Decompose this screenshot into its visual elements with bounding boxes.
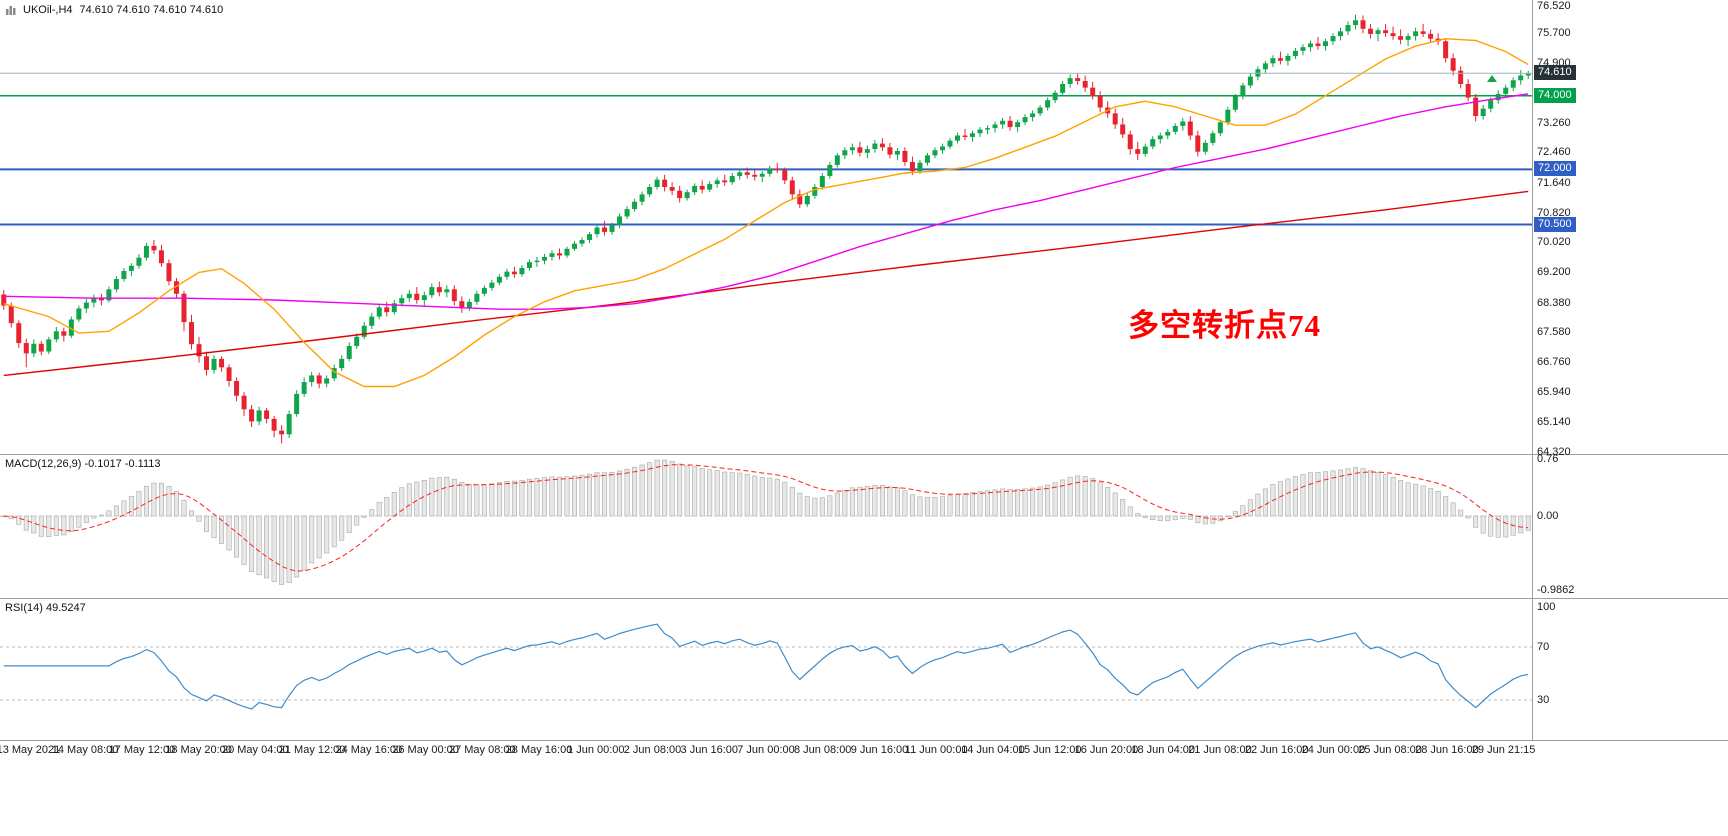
- macd-scale-label: 0.76: [1537, 453, 1559, 465]
- time-label: 18 May 20:00: [165, 744, 232, 756]
- time-label: 17 May 12:00: [108, 744, 176, 756]
- candles: [1, 14, 1531, 444]
- time-label: 25 Jun 08:00: [1358, 744, 1422, 756]
- scale-separator: [1532, 0, 1533, 741]
- time-label: 16 Jun 20:00: [1074, 744, 1139, 756]
- macd-scale-label: -0.9862: [1537, 583, 1575, 596]
- ma-red-line: [3, 190, 1529, 377]
- time-label: 2 Jun 08:00: [623, 744, 682, 756]
- price-scale-label: 66.760: [1537, 356, 1571, 369]
- time-label: 20 May 04:00: [221, 744, 289, 756]
- time-label: 18 Jun 04:00: [1131, 744, 1195, 756]
- macd-signal-line: [3, 464, 1529, 572]
- time-label: 14 May 08:00: [51, 744, 119, 756]
- panel-separator: [0, 740, 1728, 741]
- time-label: 22 Jun 16:00: [1244, 744, 1309, 756]
- price-scale[interactable]: 76.520 75.700 74.900 73.260 72.460 71.640 70.8…: [1533, 0, 1728, 760]
- rsi-scale-label: 70: [1537, 641, 1550, 653]
- time-label: 1 Jun 00:00: [567, 744, 625, 756]
- chart-icon: [6, 5, 16, 15]
- symbol-timeframe: UKOil-,H4: [23, 4, 73, 16]
- price-scale-label: 72.460: [1537, 146, 1571, 159]
- price-arrow-icon: [1487, 75, 1497, 82]
- macd-label: MACD(12,26,9) -0.1017 -0.1113: [5, 458, 161, 470]
- price-scale-label: 73.260: [1537, 116, 1571, 129]
- time-label: 28 Jun 16:00: [1415, 744, 1479, 756]
- bid-price-tag: 74.610: [1534, 65, 1576, 81]
- rsi-canvas[interactable]: [0, 599, 1532, 740]
- time-label: 14 Jun 04:00: [961, 744, 1025, 756]
- chart-annotation[interactable]: 多空转折点74: [1128, 308, 1321, 343]
- price-scale-label: 65.140: [1537, 415, 1571, 428]
- rsi-label: RSI(14) 49.5247: [5, 602, 86, 614]
- price-scale-label: 70.020: [1537, 236, 1571, 249]
- price-scale-label: 76.520: [1537, 0, 1571, 12]
- ma-magenta-line: [3, 93, 1529, 310]
- chart-header: UKOil-,H4 74.610 74.610 74.610 74.610: [6, 4, 223, 16]
- time-label: 28 May 16:00: [505, 744, 573, 756]
- time-label: 9 Jun 16:00: [850, 744, 909, 756]
- price-scale-label: 64.320: [1537, 446, 1571, 458]
- macd-scale-label: 0.00: [1537, 510, 1559, 522]
- time-label: 26 May 00:00: [392, 744, 459, 756]
- time-axis[interactable]: 13 May 2021 14 May 08:00 17 May 12:00 18 Ma…: [0, 740, 1535, 762]
- price-scale-label: 70.820: [1537, 206, 1571, 219]
- price-scale-label: 71.640: [1537, 176, 1571, 189]
- panel-separator: [0, 598, 1728, 599]
- time-label: 13 May 2021: [0, 744, 61, 756]
- time-label: 27 May 08:00: [448, 744, 516, 756]
- time-label: 29 Jun 21:15: [1471, 744, 1536, 756]
- price-tag-70.500: 70.500: [1534, 216, 1576, 232]
- price-scale-label: 65.940: [1537, 386, 1571, 399]
- rsi-scale-label: 100: [1537, 601, 1556, 614]
- horizontal-lines[interactable]: [0, 94, 1532, 226]
- rsi-scale-label: 30: [1537, 694, 1550, 706]
- time-label: 24 Jun 00:00: [1301, 744, 1366, 756]
- rsi-line: [3, 623, 1529, 710]
- price-tag-72.000: 72.000: [1534, 161, 1576, 177]
- panel-separator: [0, 454, 1728, 455]
- time-label: 24 May 16:00: [335, 744, 403, 756]
- ohlc-values: 74.610 74.610 74.610 74.610: [79, 4, 224, 16]
- time-label: 7 Jun 00:00: [737, 744, 795, 756]
- price-scale-label: 75.700: [1537, 27, 1571, 40]
- macd-canvas[interactable]: [0, 455, 1532, 598]
- time-label: 15 Jun 12:00: [1017, 744, 1082, 756]
- time-label: 21 May 12:00: [278, 744, 346, 756]
- price-chart-canvas[interactable]: [0, 0, 1532, 454]
- price-scale-label: 67.580: [1537, 326, 1571, 339]
- macd-histogram: [1, 459, 1531, 585]
- time-label: 11 Jun 00:00: [904, 744, 968, 756]
- ma-orange-line: [3, 37, 1529, 388]
- time-label: 21 Jun 08:00: [1188, 744, 1252, 756]
- price-scale-label: 68.380: [1537, 296, 1571, 309]
- price-scale-label: 69.200: [1537, 266, 1571, 279]
- time-label: 8 Jun 08:00: [793, 744, 852, 756]
- price-tag-74.000: 74.000: [1534, 87, 1576, 103]
- time-label: 3 Jun 16:00: [680, 744, 739, 756]
